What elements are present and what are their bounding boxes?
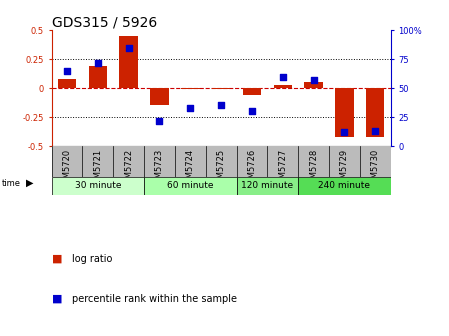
Bar bbox=[366, 88, 384, 137]
Bar bbox=[144, 177, 237, 195]
Text: GSM5725: GSM5725 bbox=[216, 149, 226, 188]
Text: 60 minute: 60 minute bbox=[167, 181, 214, 191]
Bar bbox=[181, 88, 199, 89]
Point bbox=[125, 45, 132, 50]
Text: ■: ■ bbox=[52, 254, 62, 264]
Text: 120 minute: 120 minute bbox=[241, 181, 294, 191]
Text: GDS315 / 5926: GDS315 / 5926 bbox=[52, 15, 157, 29]
Point bbox=[310, 77, 317, 83]
Text: GSM5729: GSM5729 bbox=[340, 149, 349, 188]
Text: GSM5727: GSM5727 bbox=[278, 149, 287, 189]
Bar bbox=[150, 88, 169, 106]
Text: GSM5720: GSM5720 bbox=[62, 149, 71, 188]
Point bbox=[63, 68, 70, 74]
Point bbox=[248, 109, 255, 114]
Text: GSM5723: GSM5723 bbox=[155, 149, 164, 189]
Bar bbox=[119, 36, 138, 88]
Bar bbox=[52, 177, 144, 195]
Bar bbox=[88, 66, 107, 88]
Bar bbox=[273, 85, 292, 88]
Text: GSM5722: GSM5722 bbox=[124, 149, 133, 188]
Bar bbox=[304, 82, 323, 88]
Point bbox=[341, 129, 348, 135]
Point bbox=[156, 118, 163, 123]
Text: GSM5726: GSM5726 bbox=[247, 149, 256, 189]
Bar bbox=[212, 88, 230, 89]
Text: GSM5721: GSM5721 bbox=[93, 149, 102, 188]
Text: GSM5730: GSM5730 bbox=[371, 149, 380, 189]
Bar bbox=[237, 177, 298, 195]
Text: 240 minute: 240 minute bbox=[318, 181, 370, 191]
Bar bbox=[298, 177, 391, 195]
Text: ▶: ▶ bbox=[26, 178, 34, 188]
Text: GSM5728: GSM5728 bbox=[309, 149, 318, 189]
Text: log ratio: log ratio bbox=[72, 254, 112, 264]
Text: 30 minute: 30 minute bbox=[75, 181, 121, 191]
Bar bbox=[58, 79, 76, 88]
Point bbox=[279, 74, 286, 79]
Text: ■: ■ bbox=[52, 294, 62, 304]
Text: percentile rank within the sample: percentile rank within the sample bbox=[72, 294, 237, 304]
Text: time: time bbox=[2, 179, 21, 187]
Point bbox=[217, 103, 224, 108]
Point bbox=[187, 105, 194, 111]
Point bbox=[372, 128, 379, 134]
Bar bbox=[335, 88, 354, 137]
Text: GSM5724: GSM5724 bbox=[186, 149, 195, 188]
Point bbox=[94, 60, 101, 65]
Bar bbox=[243, 88, 261, 95]
